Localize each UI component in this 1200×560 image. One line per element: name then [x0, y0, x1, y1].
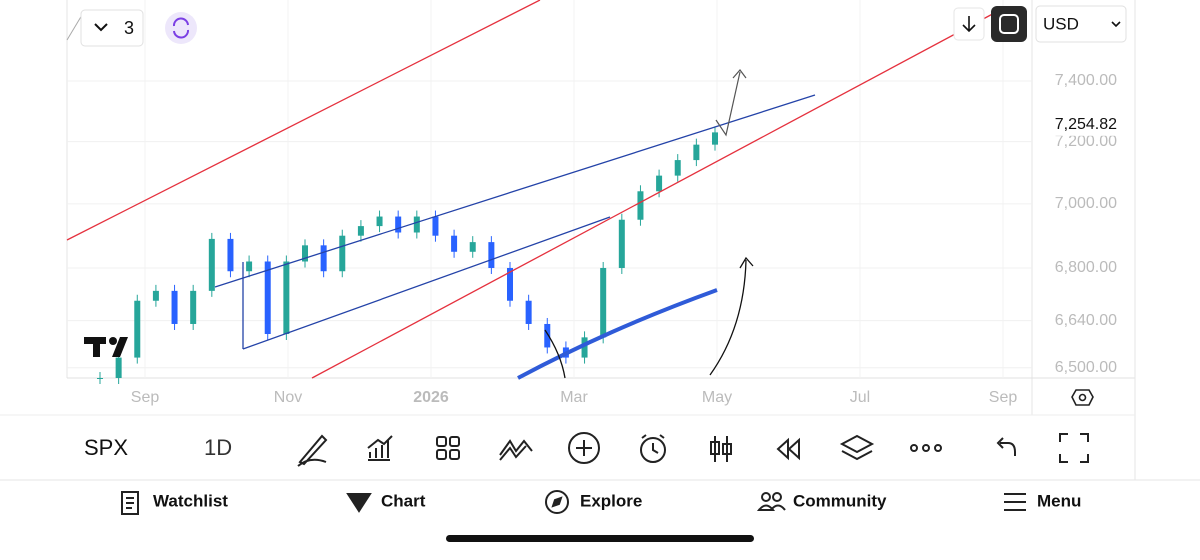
- settings-button[interactable]: [1071, 389, 1094, 406]
- candle: [674, 160, 681, 176]
- price-label: 6,500.00: [1055, 359, 1117, 376]
- candle: [283, 261, 290, 335]
- red-channel-lower: [311, 9, 1001, 379]
- blue-channel: [242, 216, 611, 350]
- chart-panel: [0, 0, 1135, 480]
- price-label: 7,200.00: [1055, 133, 1117, 150]
- sync-button[interactable]: [165, 12, 197, 44]
- nav-item[interactable]: Explore: [580, 491, 642, 510]
- time-label: Mar: [560, 389, 588, 406]
- home-indicator: [446, 535, 754, 542]
- price-label: 7,400.00: [1055, 72, 1117, 89]
- time-label: Nov: [274, 389, 302, 406]
- candle: [544, 323, 551, 348]
- undo-tool[interactable]: [996, 437, 1016, 456]
- time-label: Jul: [850, 389, 870, 406]
- candle: [600, 267, 607, 338]
- chevron-icon: [94, 23, 108, 32]
- candle: [320, 245, 327, 272]
- red-channel-upper: [66, 0, 541, 241]
- candle: [171, 290, 178, 324]
- price-label: 7,000.00: [1055, 195, 1117, 212]
- currency-select[interactable]: [1035, 5, 1127, 43]
- candle: [413, 216, 420, 233]
- settings-icon: [1078, 393, 1087, 402]
- symbol[interactable]: SPX: [84, 435, 128, 460]
- candle: [302, 245, 308, 262]
- price-label: 6,800.00: [1055, 259, 1117, 276]
- candle: [246, 261, 253, 272]
- candle: [451, 235, 458, 252]
- price-label: 6,640.00: [1055, 312, 1117, 329]
- last-price: 7,254.82: [1055, 116, 1117, 133]
- arrow-curve: [709, 256, 754, 376]
- grid: [67, 0, 1032, 378]
- candle: [208, 238, 215, 291]
- candle: [339, 235, 346, 272]
- time-label: 2026: [413, 389, 449, 406]
- layout-tool[interactable]: [436, 436, 447, 447]
- candle: [581, 337, 588, 358]
- candle: [190, 290, 197, 324]
- arc: [544, 329, 566, 379]
- moving-average: [517, 288, 718, 380]
- layout-button[interactable]: [80, 9, 144, 47]
- more-tool[interactable]: [910, 444, 918, 452]
- candle: [97, 378, 103, 379]
- draw-tool[interactable]: [297, 434, 328, 467]
- time-label: Sep: [989, 389, 1018, 406]
- fullscreen-tool[interactable]: [1059, 433, 1089, 463]
- interval[interactable]: 1D: [204, 435, 232, 460]
- candles: [97, 126, 718, 384]
- candle-tool[interactable]: [714, 436, 728, 462]
- candle: [618, 219, 625, 268]
- time-label: May: [702, 389, 732, 406]
- toolbar-icons: [297, 432, 1089, 467]
- time-label: Sep: [131, 389, 160, 406]
- layers-tool[interactable]: [839, 434, 875, 461]
- candle: [152, 290, 159, 301]
- compare-tool[interactable]: [499, 439, 533, 461]
- drawings: [66, 0, 1001, 380]
- sync-icon: [173, 17, 189, 39]
- nav-item[interactable]: Menu: [1037, 491, 1081, 510]
- add-tool[interactable]: [568, 432, 600, 464]
- candle: [712, 132, 718, 145]
- download-icon: [962, 16, 976, 33]
- tradingview-logo: [84, 337, 128, 357]
- layout-count: 3: [124, 18, 134, 38]
- nav-item[interactable]: Chart: [381, 491, 426, 510]
- candle: [637, 191, 644, 220]
- candle: [507, 267, 513, 301]
- blue-trendline: [214, 94, 816, 288]
- arrow-up: [715, 69, 747, 137]
- candle: [227, 238, 234, 272]
- candle: [488, 242, 495, 268]
- candle: [525, 300, 532, 324]
- candle: [432, 216, 439, 236]
- alert-tool[interactable]: [640, 437, 666, 463]
- candle: [115, 357, 122, 378]
- indicators-tool[interactable]: [367, 435, 393, 461]
- candle: [395, 216, 402, 233]
- nav-item[interactable]: Watchlist: [153, 491, 228, 510]
- candle: [469, 242, 476, 252]
- nav-icons: [121, 490, 1026, 515]
- candle: [134, 300, 141, 358]
- replay-tool[interactable]: [776, 437, 800, 461]
- candle: [357, 226, 364, 236]
- candle: [656, 175, 663, 192]
- currency: USD: [1043, 14, 1079, 33]
- candle: [264, 261, 271, 335]
- nav-item[interactable]: Community: [793, 491, 887, 510]
- fullscreen-icon: [999, 14, 1019, 34]
- chevron-icon: [1111, 21, 1121, 28]
- fullscreen-button[interactable]: [991, 6, 1027, 42]
- candle: [376, 216, 383, 227]
- last-price-tag: [1036, 113, 1128, 136]
- candle: [693, 144, 700, 161]
